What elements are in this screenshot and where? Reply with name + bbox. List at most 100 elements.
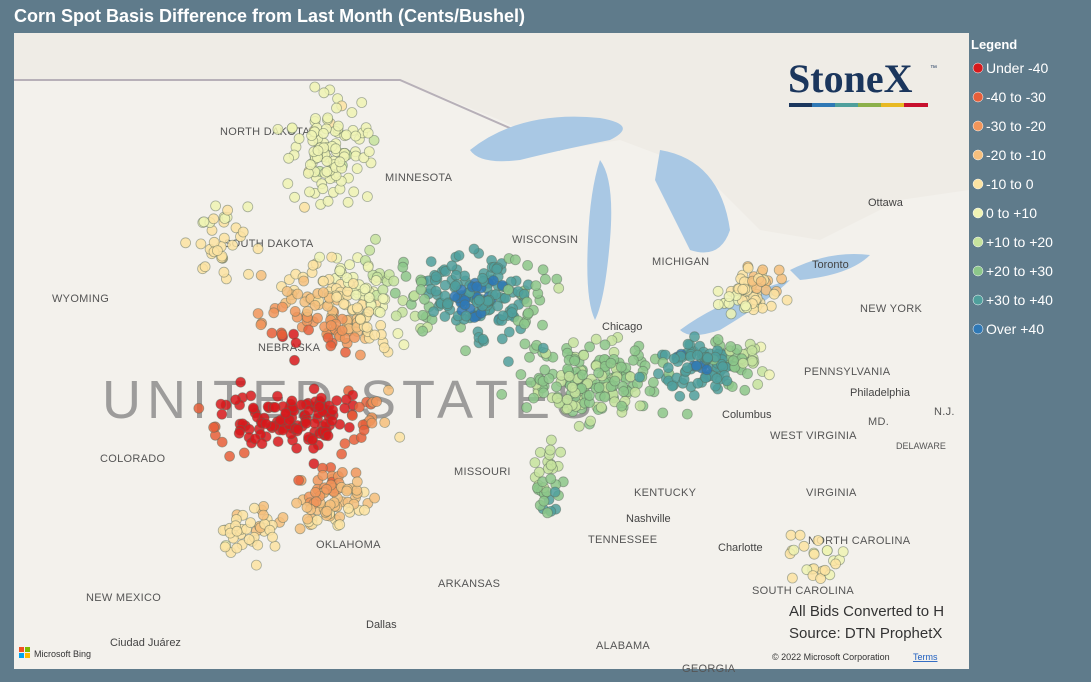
- marker: [837, 546, 849, 557]
- map-label: N.J.: [934, 406, 955, 418]
- marker: [521, 402, 532, 413]
- legend-label[interactable]: 0 to +10: [986, 205, 1037, 221]
- marker: [298, 275, 310, 287]
- legend-label[interactable]: +10 to +20: [986, 234, 1053, 250]
- marker: [568, 337, 579, 349]
- marker: [388, 275, 400, 287]
- marker: [712, 334, 724, 345]
- marker: [662, 362, 674, 374]
- marker: [235, 376, 247, 388]
- city-label: Toronto: [812, 259, 849, 271]
- marker: [342, 502, 354, 514]
- marker: [378, 342, 390, 354]
- marker: [222, 204, 234, 216]
- marker: [692, 349, 703, 361]
- marker: [529, 457, 541, 469]
- marker: [417, 309, 429, 321]
- marker: [252, 243, 264, 255]
- legend-label[interactable]: Under -40: [986, 60, 1048, 76]
- legend-label[interactable]: -40 to -30: [986, 89, 1046, 105]
- marker: [215, 398, 227, 410]
- marker: [821, 545, 833, 556]
- lake-superior: [470, 116, 623, 162]
- marker: [331, 291, 343, 303]
- marker: [375, 319, 387, 331]
- marker: [283, 152, 295, 164]
- marker: [269, 401, 281, 413]
- marker: [358, 424, 370, 436]
- marker: [289, 354, 300, 366]
- logo-text: StoneX: [788, 56, 913, 101]
- map-label: MICHIGAN: [652, 256, 709, 268]
- map-label: WISCONSIN: [512, 234, 578, 246]
- marker: [701, 364, 713, 376]
- legend-label[interactable]: -30 to -20: [986, 118, 1046, 134]
- marker: [318, 87, 330, 99]
- map-label: WEST VIRGINIA: [770, 430, 857, 442]
- marker: [521, 296, 533, 308]
- marker: [290, 337, 302, 349]
- marker: [543, 373, 555, 384]
- border: [14, 79, 561, 151]
- marker: [555, 446, 566, 458]
- marker: [742, 262, 754, 274]
- city-label: Ottawa: [868, 197, 904, 209]
- marker: [267, 531, 278, 543]
- legend-swatch: [972, 62, 984, 74]
- marker: [417, 325, 429, 337]
- marker: [449, 280, 461, 292]
- marker: [815, 573, 826, 584]
- marker: [342, 196, 354, 208]
- marker: [487, 275, 499, 287]
- marker: [629, 345, 641, 357]
- marker: [616, 400, 627, 412]
- map-label: COLORADO: [100, 453, 165, 465]
- marker: [334, 519, 346, 530]
- marker: [303, 324, 315, 336]
- city-label: Dallas: [366, 619, 397, 631]
- marker: [312, 145, 324, 157]
- marker: [629, 386, 641, 398]
- city-label: Philadelphia: [850, 387, 911, 399]
- marker: [344, 259, 356, 271]
- legend-label[interactable]: -20 to -10: [986, 147, 1046, 163]
- marker: [392, 328, 404, 339]
- legend-label[interactable]: +30 to +40: [986, 292, 1053, 308]
- marker: [291, 442, 303, 454]
- city-label: Charlotte: [718, 542, 763, 554]
- marker: [377, 293, 389, 305]
- terms-link[interactable]: Terms: [913, 652, 938, 662]
- marker: [503, 326, 515, 338]
- marker: [528, 392, 539, 404]
- note: All Bids Converted to H: [789, 603, 944, 620]
- marker: [231, 525, 243, 537]
- marker: [681, 362, 693, 374]
- marker: [522, 307, 534, 319]
- marker: [502, 356, 514, 368]
- marker: [551, 392, 563, 404]
- legend-label[interactable]: Over +40: [986, 321, 1044, 337]
- marker: [453, 250, 465, 261]
- marker: [336, 466, 348, 478]
- logo-mark: ™: [930, 65, 937, 72]
- legend-label[interactable]: +20 to +30: [986, 263, 1053, 279]
- marker: [468, 243, 480, 255]
- marker: [397, 261, 409, 273]
- legend-label[interactable]: -10 to 0: [986, 176, 1034, 192]
- marker: [276, 329, 288, 341]
- marker: [830, 558, 841, 570]
- legend-swatch: [972, 323, 984, 335]
- marker: [746, 345, 758, 357]
- canada: [14, 33, 969, 240]
- marker: [304, 159, 316, 171]
- marker: [764, 369, 775, 381]
- marker: [349, 332, 361, 344]
- marker: [195, 238, 207, 250]
- marker: [310, 496, 322, 508]
- map-label: VIRGINIA: [806, 487, 857, 499]
- marker: [439, 279, 451, 291]
- marker: [439, 311, 451, 322]
- marker: [578, 349, 590, 361]
- marker: [293, 474, 305, 486]
